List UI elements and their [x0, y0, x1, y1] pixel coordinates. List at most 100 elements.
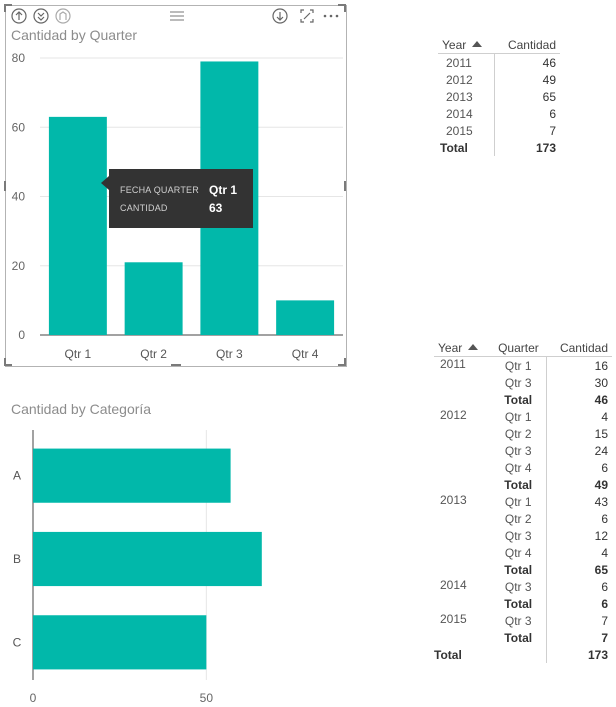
year-cell: 2015 [440, 612, 467, 626]
col-header-cantidad[interactable]: Cantidad [559, 341, 608, 355]
table-row[interactable]: 2012 49 [438, 71, 560, 88]
x-tick-label: 50 [200, 691, 214, 705]
quarter-cell: Qtr 2 [504, 511, 532, 526]
cantidad-cell: 6 [546, 578, 612, 595]
resize-handle-left[interactable] [4, 181, 6, 191]
quarter-cell: Qtr 3 [504, 443, 532, 458]
resize-handle-top-left-v[interactable] [4, 4, 6, 12]
total-label: Total [440, 140, 468, 155]
year-cell: 2012 [446, 72, 473, 87]
resize-handle-bottom-right-v[interactable] [344, 358, 346, 366]
year-cell [434, 629, 490, 646]
year-cell [434, 425, 490, 442]
year-quarter-matrix: Year Quarter Cantidad 2011 Qtr 1 16 Qtr 3 30… [434, 340, 612, 663]
grand-total-label: Total [434, 647, 462, 662]
drill-down-level-icon[interactable] [33, 8, 49, 24]
expand-all-icon[interactable] [55, 8, 71, 24]
quarter-cell: Qtr 1 [504, 358, 532, 373]
subtotal-row[interactable]: Total 49 [434, 476, 612, 493]
cantidad-cell: 6 [546, 459, 612, 476]
cantidad-cell: 49 [546, 476, 612, 493]
more-options-icon[interactable] [323, 14, 339, 18]
table-row[interactable]: 2013 Qtr 1 43 [434, 493, 612, 510]
table-row[interactable]: Qtr 2 15 [434, 425, 612, 442]
y-tick-label: A [13, 469, 21, 483]
table-row[interactable]: Qtr 3 24 [434, 442, 612, 459]
resize-handle-bottom[interactable] [171, 364, 181, 366]
tooltip-value-2: 63 [209, 201, 223, 215]
bar-qtr-4 [276, 300, 335, 335]
resize-handle-right[interactable] [344, 181, 346, 191]
col-header-quarter[interactable]: Quarter [498, 341, 539, 355]
bar-chart-title: Cantidad by Categoría [11, 401, 152, 417]
table-row[interactable]: 2013 65 [438, 88, 560, 105]
cantidad-cell: 24 [546, 442, 612, 459]
year-cell [434, 544, 490, 561]
cantidad-cell: 46 [493, 53, 560, 71]
grand-total-row: Total 173 [434, 646, 612, 663]
table-row[interactable]: Qtr 4 6 [434, 459, 612, 476]
year-cell [434, 510, 490, 527]
table-row[interactable]: Qtr 4 4 [434, 544, 612, 561]
total-value: 173 [493, 139, 560, 156]
quarter-cell: Qtr 3 [504, 528, 532, 543]
cantidad-cell: 6 [546, 510, 612, 527]
table-row[interactable]: 2011 46 [438, 53, 560, 71]
table-row[interactable]: Qtr 2 6 [434, 510, 612, 527]
resize-handle-bottom-left-v[interactable] [4, 358, 6, 366]
y-tick-label: 20 [12, 259, 26, 273]
subtotal-row[interactable]: Total 65 [434, 561, 612, 578]
table-row[interactable]: Qtr 3 12 [434, 527, 612, 544]
table-row[interactable]: 2014 6 [438, 105, 560, 122]
year-cell: 2014 [440, 578, 467, 592]
quarter-cell: Qtr 3 [504, 579, 532, 594]
cantidad-cell: 43 [546, 493, 612, 510]
resize-handle-top-left[interactable] [4, 4, 12, 6]
table-row[interactable]: 2012 Qtr 1 4 [434, 408, 612, 425]
cantidad-cell: 12 [546, 527, 612, 544]
bar-c [33, 615, 207, 670]
focus-mode-icon[interactable] [300, 9, 314, 23]
chart-title: Cantidad by Quarter [11, 27, 138, 43]
col-header-year[interactable]: Year [434, 340, 490, 357]
year-cell [434, 442, 490, 459]
sort-ascending-icon[interactable] [468, 344, 479, 350]
col-header-year[interactable]: Year [438, 37, 494, 54]
column-chart-visual[interactable]: Cantidad by Quarter 0 20 40 60 80 Qtr 1 Qtr 2 Q… [4, 4, 347, 367]
subtotal-row[interactable]: Total 6 [434, 595, 612, 612]
drill-mode-icon[interactable] [272, 8, 288, 24]
year-cell: 2011 [440, 357, 466, 371]
resize-handle-bottom-right[interactable] [338, 364, 346, 366]
grand-total-value: 173 [546, 646, 612, 663]
col-header-cantidad[interactable]: Cantidad [507, 38, 556, 52]
table-row[interactable]: 2014 Qtr 3 6 [434, 578, 612, 595]
bar-chart-plot: 0 50 A B C [13, 430, 262, 705]
sort-ascending-icon[interactable] [472, 41, 483, 47]
tooltip-pointer [101, 176, 109, 190]
resize-handle-bottom-left[interactable] [4, 364, 12, 366]
subtotal-row[interactable]: Total 7 [434, 629, 612, 646]
table-row[interactable]: 2015 Qtr 3 7 [434, 612, 612, 629]
cantidad-cell: 46 [546, 391, 612, 408]
resize-handle-top-right-v[interactable] [344, 4, 346, 12]
quarter-cell: Qtr 1 [504, 494, 532, 509]
cantidad-cell: 6 [546, 595, 612, 612]
table-row[interactable]: 2015 7 [438, 122, 560, 139]
cantidad-cell: 49 [493, 71, 560, 88]
cantidad-cell: 4 [546, 544, 612, 561]
table-row[interactable]: 2011 Qtr 1 16 [434, 356, 612, 374]
y-tick-label: B [13, 552, 21, 566]
drag-handle-icon[interactable] [169, 10, 185, 22]
empty-cell [490, 646, 547, 663]
subtotal-row[interactable]: Total 46 [434, 391, 612, 408]
total-row: Total 173 [438, 139, 560, 156]
table-row[interactable]: Qtr 3 30 [434, 374, 612, 391]
y-tick-label: C [13, 635, 22, 649]
bar-qtr-2 [124, 262, 183, 335]
drill-up-icon[interactable] [11, 8, 27, 24]
year-cell: 2014 [446, 106, 473, 121]
cantidad-cell: 30 [546, 374, 612, 391]
resize-handle-top-right[interactable] [338, 4, 346, 6]
bar-b [33, 531, 262, 587]
year-cell [434, 561, 490, 578]
